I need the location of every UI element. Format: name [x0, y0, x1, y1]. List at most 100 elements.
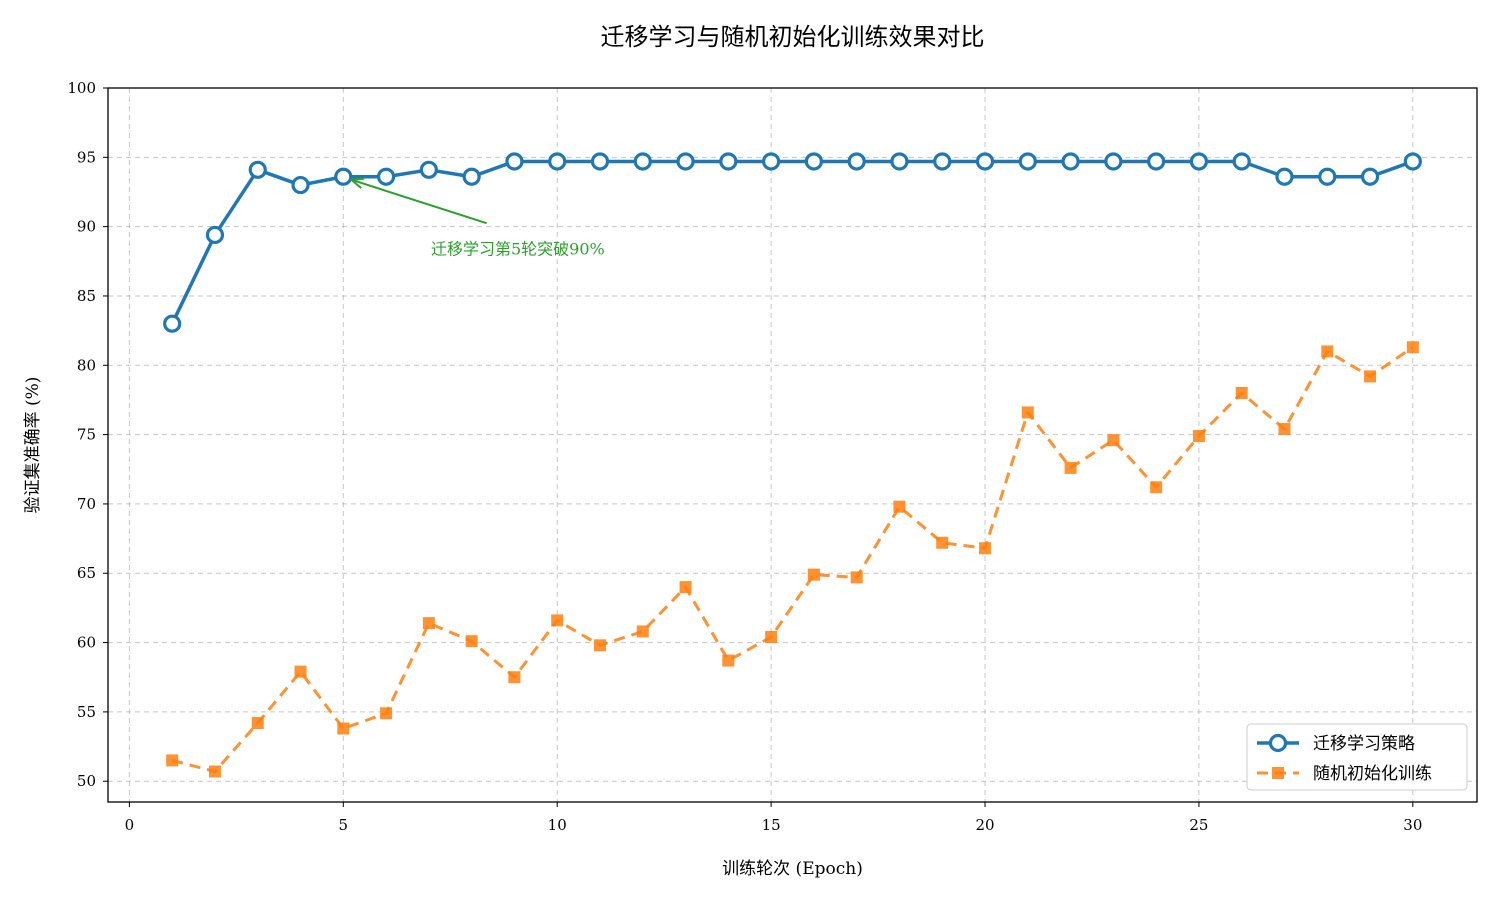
data-point [847, 152, 866, 171]
data-point [804, 152, 823, 171]
data-point [294, 665, 307, 678]
data-point [548, 152, 567, 171]
plot-frame [107, 87, 1478, 803]
data-point [248, 160, 267, 179]
y-tick-label: 60 [77, 634, 96, 652]
x-tick-label: 20 [975, 816, 994, 834]
data-point [975, 152, 995, 171]
data-point [205, 225, 225, 245]
data-point [376, 167, 396, 186]
data-point [465, 635, 478, 648]
data-point [1107, 434, 1120, 447]
data-point [163, 314, 182, 333]
data-point [893, 500, 906, 513]
data-point [722, 654, 735, 667]
data-point [979, 542, 992, 555]
series-layer [163, 152, 1422, 778]
data-point [1235, 387, 1248, 400]
data-point [1064, 461, 1077, 474]
legend-label: 随机初始化训练 [1313, 764, 1432, 784]
data-point [1189, 152, 1209, 171]
annotation: 迁移学习第5轮突破90% [348, 177, 605, 258]
y-tick-label: 85 [77, 287, 96, 305]
data-point [765, 631, 778, 644]
x-tick-label: 30 [1403, 816, 1422, 834]
data-point [422, 617, 435, 630]
data-point [590, 152, 610, 171]
data-point [762, 152, 781, 171]
data-point [1318, 167, 1337, 186]
data-point [1061, 152, 1080, 171]
data-point [334, 167, 353, 186]
data-point [1104, 152, 1123, 171]
y-tick-label: 65 [77, 564, 96, 582]
annotation-arrowhead [348, 177, 365, 189]
annotation-layer: 迁移学习第5轮突破90% [348, 177, 605, 258]
data-point [1321, 345, 1334, 358]
data-point [890, 152, 909, 171]
data-point [1364, 370, 1377, 383]
y-axis-label: 验证集准确率 (%) [23, 377, 43, 514]
series-1 [166, 341, 1419, 778]
data-point [636, 625, 649, 638]
data-point [1406, 341, 1419, 354]
legend-marker [1272, 767, 1284, 779]
data-point [1275, 167, 1294, 186]
data-point [1360, 167, 1380, 186]
y-tick-label: 75 [77, 426, 96, 444]
data-point [1278, 423, 1291, 436]
legend-label: 迁移学习策略 [1313, 734, 1415, 754]
data-point [593, 639, 606, 652]
legend-box [1246, 723, 1468, 791]
y-tick-label: 80 [77, 356, 96, 374]
grid [108, 87, 1477, 802]
data-point [1147, 152, 1166, 171]
x-tick-label: 0 [125, 816, 135, 834]
data-point [1018, 152, 1037, 171]
y-tick-label: 90 [77, 218, 96, 236]
y-tick-label: 70 [77, 495, 96, 513]
data-point [505, 152, 524, 171]
annotation-text: 迁移学习第5轮突破90% [431, 239, 605, 258]
series-0 [163, 152, 1422, 333]
chart-title: 迁移学习与随机初始化训练效果对比 [601, 23, 985, 51]
data-point [850, 571, 863, 584]
data-point [291, 175, 310, 195]
data-point [508, 671, 521, 684]
data-point [679, 581, 692, 594]
data-point [719, 152, 738, 171]
y-tick-label: 50 [77, 772, 96, 790]
y-tick-label: 95 [77, 148, 96, 166]
data-point [419, 160, 438, 179]
legend-marker [1268, 733, 1288, 753]
data-point [551, 614, 564, 627]
x-tick-label: 10 [548, 816, 567, 834]
data-point [380, 707, 393, 720]
data-point [208, 765, 221, 778]
data-point [337, 722, 350, 735]
ticks: 0 5 10 15 20 25 30 50 55 60 65 70 75 80 85 90 95 100 [67, 79, 1422, 834]
x-tick-label: 5 [339, 816, 349, 834]
data-point [807, 568, 820, 581]
data-point [1021, 406, 1034, 419]
data-point [1150, 481, 1163, 494]
data-point [933, 152, 952, 171]
y-tick-label: 100 [67, 79, 96, 97]
data-point [1403, 152, 1422, 171]
data-point [251, 716, 264, 729]
data-point [676, 152, 695, 171]
x-tick-label: 15 [762, 816, 781, 834]
data-point [1192, 429, 1205, 442]
data-point [1232, 152, 1251, 171]
x-tick-label: 25 [1189, 816, 1208, 834]
y-tick-label: 55 [77, 703, 96, 721]
legend-item-0: 迁移学习策略 [1257, 733, 1415, 754]
annotation-arrow [350, 178, 487, 225]
legend-item-1: 随机初始化训练 [1257, 764, 1432, 784]
data-point [462, 167, 481, 186]
data-point [166, 754, 179, 767]
data-point [633, 152, 652, 171]
data-point [936, 536, 949, 549]
